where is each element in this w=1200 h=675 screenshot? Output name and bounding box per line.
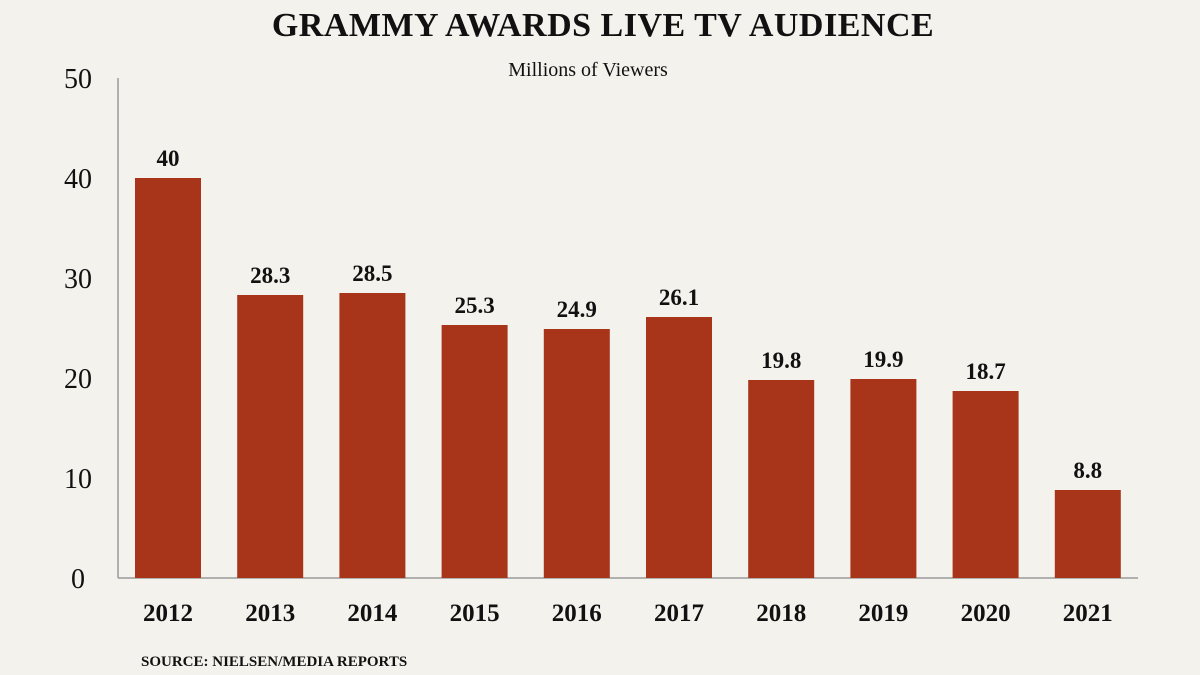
x-tick-label: 2014 [347, 600, 398, 627]
bar-2016 [543, 329, 610, 578]
y-axis-ticks: 0 10 20 30 40 50 [64, 64, 92, 595]
x-tick-label: 2017 [654, 600, 704, 627]
bar-series [135, 178, 1121, 578]
bar-2017 [646, 317, 712, 578]
y-tick-label: 0 [71, 564, 85, 595]
x-tick-label: 2012 [143, 600, 193, 627]
bar-2018 [748, 380, 815, 578]
bar-2014 [339, 293, 406, 578]
x-tick-label: 2018 [756, 600, 806, 627]
data-label: 40 [157, 146, 180, 171]
bar-2015 [441, 325, 508, 578]
x-axis-ticks: 2012 2013 2014 2015 2016 2017 2018 2019 2020 2021 [143, 600, 1113, 627]
data-labels: 40 28.3 28.5 25.3 24.9 26.1 19.8 19.9 18.7 8.8 [157, 146, 1103, 483]
x-tick-label: 2021 [1063, 600, 1113, 627]
chart-title: GRAMMY AWARDS LIVE TV AUDIENCE [272, 7, 934, 44]
data-label: 26.1 [659, 285, 699, 310]
x-tick-label: 2013 [245, 600, 295, 627]
data-label: 28.5 [352, 261, 392, 286]
data-label: 8.8 [1073, 458, 1102, 483]
data-label: 19.9 [863, 347, 903, 372]
data-label: 19.8 [761, 348, 801, 373]
data-label: 18.7 [965, 359, 1005, 384]
data-label: 28.3 [250, 263, 290, 288]
chart-subtitle: Millions of Viewers [508, 59, 668, 81]
y-tick-label: 50 [64, 64, 92, 95]
source-note: SOURCE: NIELSEN/MEDIA REPORTS [141, 654, 407, 670]
y-tick-label: 40 [64, 164, 92, 195]
y-tick-label: 20 [64, 364, 92, 395]
y-tick-label: 30 [64, 264, 92, 295]
bar-2012 [135, 178, 201, 578]
x-tick-label: 2020 [961, 600, 1011, 627]
bar-2021 [1054, 490, 1121, 578]
y-tick-label: 10 [64, 464, 92, 495]
x-tick-label: 2015 [450, 600, 500, 627]
x-tick-label: 2016 [552, 600, 602, 627]
bar-2020 [952, 391, 1019, 578]
bar-2013 [237, 295, 304, 578]
data-label: 25.3 [454, 293, 494, 318]
bar-2019 [850, 379, 917, 578]
data-label: 24.9 [557, 297, 597, 322]
x-tick-label: 2019 [858, 600, 908, 627]
